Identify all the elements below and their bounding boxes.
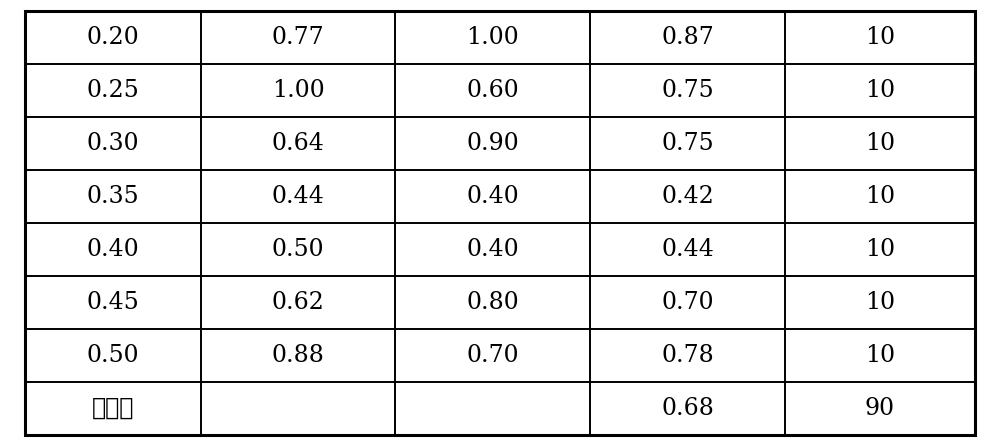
Text: 0.78: 0.78 bbox=[661, 344, 714, 367]
Text: 0.68: 0.68 bbox=[661, 397, 714, 420]
Text: 0.40: 0.40 bbox=[466, 238, 519, 261]
Text: 0.75: 0.75 bbox=[661, 79, 714, 102]
Text: 0.20: 0.20 bbox=[87, 26, 139, 49]
Text: 10: 10 bbox=[865, 185, 895, 208]
Text: 10: 10 bbox=[865, 132, 895, 155]
Text: 0.70: 0.70 bbox=[661, 291, 714, 314]
Text: 0.88: 0.88 bbox=[272, 344, 325, 367]
Text: 0.87: 0.87 bbox=[661, 26, 714, 49]
Text: 90: 90 bbox=[865, 397, 895, 420]
Text: 0.44: 0.44 bbox=[661, 238, 714, 261]
Text: 10: 10 bbox=[865, 344, 895, 367]
Text: 0.45: 0.45 bbox=[87, 291, 139, 314]
Text: 10: 10 bbox=[865, 291, 895, 314]
Text: 10: 10 bbox=[865, 79, 895, 102]
Text: 10: 10 bbox=[865, 238, 895, 261]
Text: 0.70: 0.70 bbox=[467, 344, 519, 367]
Text: 0.50: 0.50 bbox=[87, 344, 139, 367]
Text: 0.75: 0.75 bbox=[661, 132, 714, 155]
Text: 0.40: 0.40 bbox=[466, 185, 519, 208]
Text: 0.42: 0.42 bbox=[661, 185, 714, 208]
Text: 0.62: 0.62 bbox=[272, 291, 325, 314]
Text: 0.25: 0.25 bbox=[87, 79, 139, 102]
Text: 0.35: 0.35 bbox=[87, 185, 139, 208]
Text: 1.00: 1.00 bbox=[466, 26, 519, 49]
Text: 0.40: 0.40 bbox=[87, 238, 139, 261]
Text: 10: 10 bbox=[865, 26, 895, 49]
Text: 0.90: 0.90 bbox=[466, 132, 519, 155]
Text: 0.44: 0.44 bbox=[272, 185, 325, 208]
Text: 0.60: 0.60 bbox=[466, 79, 519, 102]
Text: 0.77: 0.77 bbox=[272, 26, 324, 49]
Text: 0.50: 0.50 bbox=[272, 238, 324, 261]
Text: 0.80: 0.80 bbox=[466, 291, 519, 314]
Text: 准确率: 准确率 bbox=[92, 397, 134, 420]
Text: 1.00: 1.00 bbox=[272, 79, 324, 102]
Text: 0.64: 0.64 bbox=[272, 132, 325, 155]
Text: 0.30: 0.30 bbox=[87, 132, 139, 155]
